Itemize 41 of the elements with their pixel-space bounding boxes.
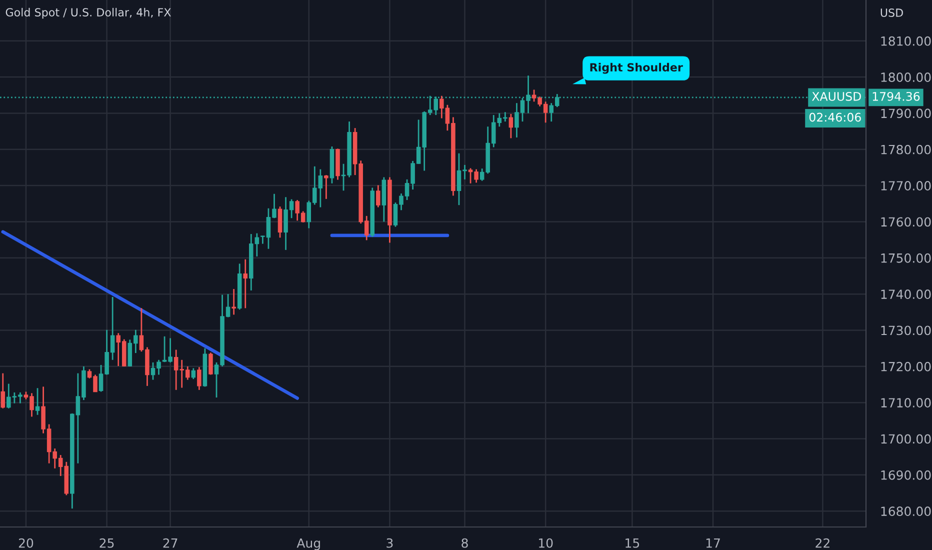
y-tick-label: 1750.00 [881,253,931,263]
x-tick-label: 15 [626,538,640,548]
y-tick-label: 1780.00 [881,144,931,154]
candlestick [278,206,282,238]
x-tick-label: 3 [386,538,393,548]
y-tick-label: 1790.00 [881,108,931,118]
y-tick-label: 1810.00 [881,36,931,46]
y-tick-label: 1680.00 [881,506,931,516]
candlestick [243,258,248,309]
x-tick-label: 20 [18,538,34,548]
candlestick [208,352,213,376]
y-tick-label: 1760.00 [881,217,931,227]
y-tick-label: 1690.00 [881,470,931,480]
x-tick-label: 17 [706,538,720,548]
x-tick-label: 22 [816,538,830,548]
candlestick [232,288,236,316]
annotation: XAUUSD [812,92,861,101]
candlestick [0,372,6,410]
candlestick [197,366,202,391]
x-tick-label: Aug [296,538,320,550]
candlestick [376,184,380,208]
y-tick-label: 1730.00 [881,326,931,336]
ref-line-label: 1794.36 [872,92,920,101]
y-axis-title: USD [880,8,903,17]
y-tick-label: 1720.00 [881,362,931,372]
x-tick-label: 8 [462,538,468,548]
candlestick [324,174,328,200]
annotation: 02:46:06 [809,112,861,122]
candlestick [191,368,196,380]
x-tick-label: 27 [163,538,178,548]
candlestick [35,387,40,416]
x-tick-label: 25 [100,538,114,548]
y-tick-label: 1770.00 [881,181,931,190]
annotation: Right Shoulder [590,62,683,74]
text: Gold Spot / U.S. Dollar, 4h, FX [6,8,171,19]
y-tick-label: 1700.00 [881,434,931,444]
y-tick-label: 1710.00 [881,398,931,408]
x-tick-label: 10 [539,538,553,548]
y-tick-label: 1740.00 [881,290,931,299]
candlestick [508,113,514,139]
y-tick-label: 1800.00 [881,72,931,82]
